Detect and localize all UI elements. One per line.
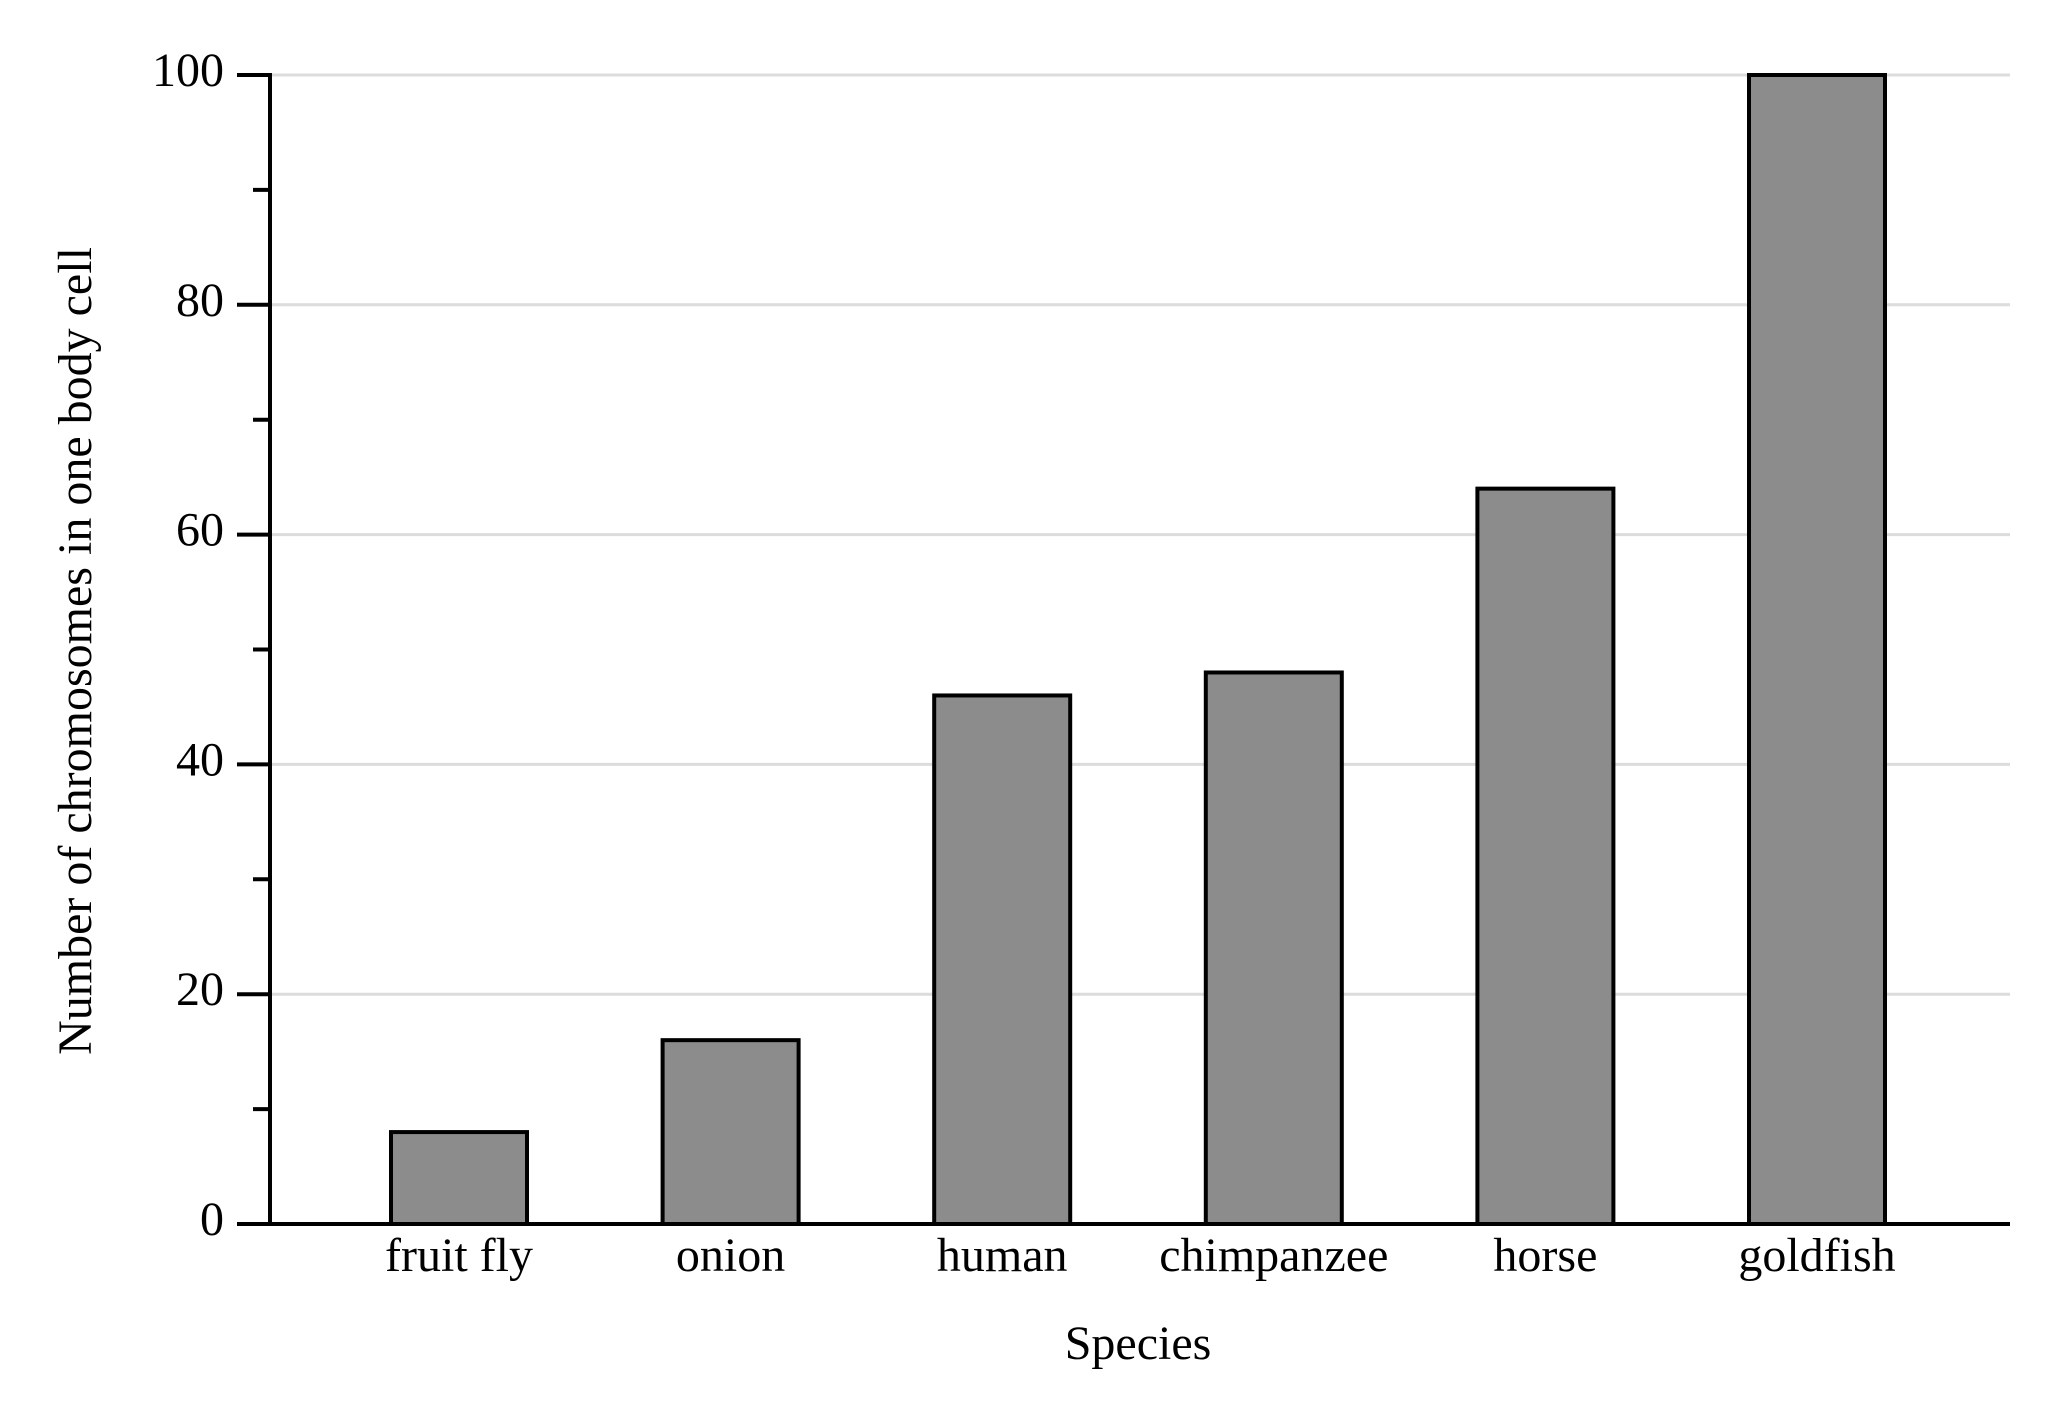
x-tick-label: goldfish bbox=[1738, 1229, 1895, 1282]
y-tick-label: 100 bbox=[152, 44, 224, 97]
y-tick-label: 0 bbox=[200, 1193, 224, 1246]
x-tick-label: horse bbox=[1493, 1229, 1597, 1282]
x-tick-label: onion bbox=[676, 1229, 785, 1282]
x-axis-label: Species bbox=[1065, 1317, 1212, 1370]
y-tick-label: 40 bbox=[176, 733, 224, 786]
bar bbox=[1475, 486, 1616, 1226]
y-tick-label: 20 bbox=[176, 963, 224, 1016]
bar bbox=[1747, 73, 1887, 1226]
bar bbox=[932, 693, 1073, 1226]
bar bbox=[389, 1130, 529, 1226]
y-tick-label: 80 bbox=[176, 274, 224, 327]
x-tick-label: chimpanzee bbox=[1159, 1229, 1388, 1282]
x-tick-label: human bbox=[937, 1229, 1068, 1282]
x-tick-label: fruit fly bbox=[385, 1229, 533, 1282]
bar bbox=[1203, 670, 1344, 1226]
y-axis-label: Number of chromosomes in one body cell bbox=[49, 247, 102, 1055]
y-tick-label: 60 bbox=[176, 504, 224, 557]
bar bbox=[660, 1038, 801, 1227]
